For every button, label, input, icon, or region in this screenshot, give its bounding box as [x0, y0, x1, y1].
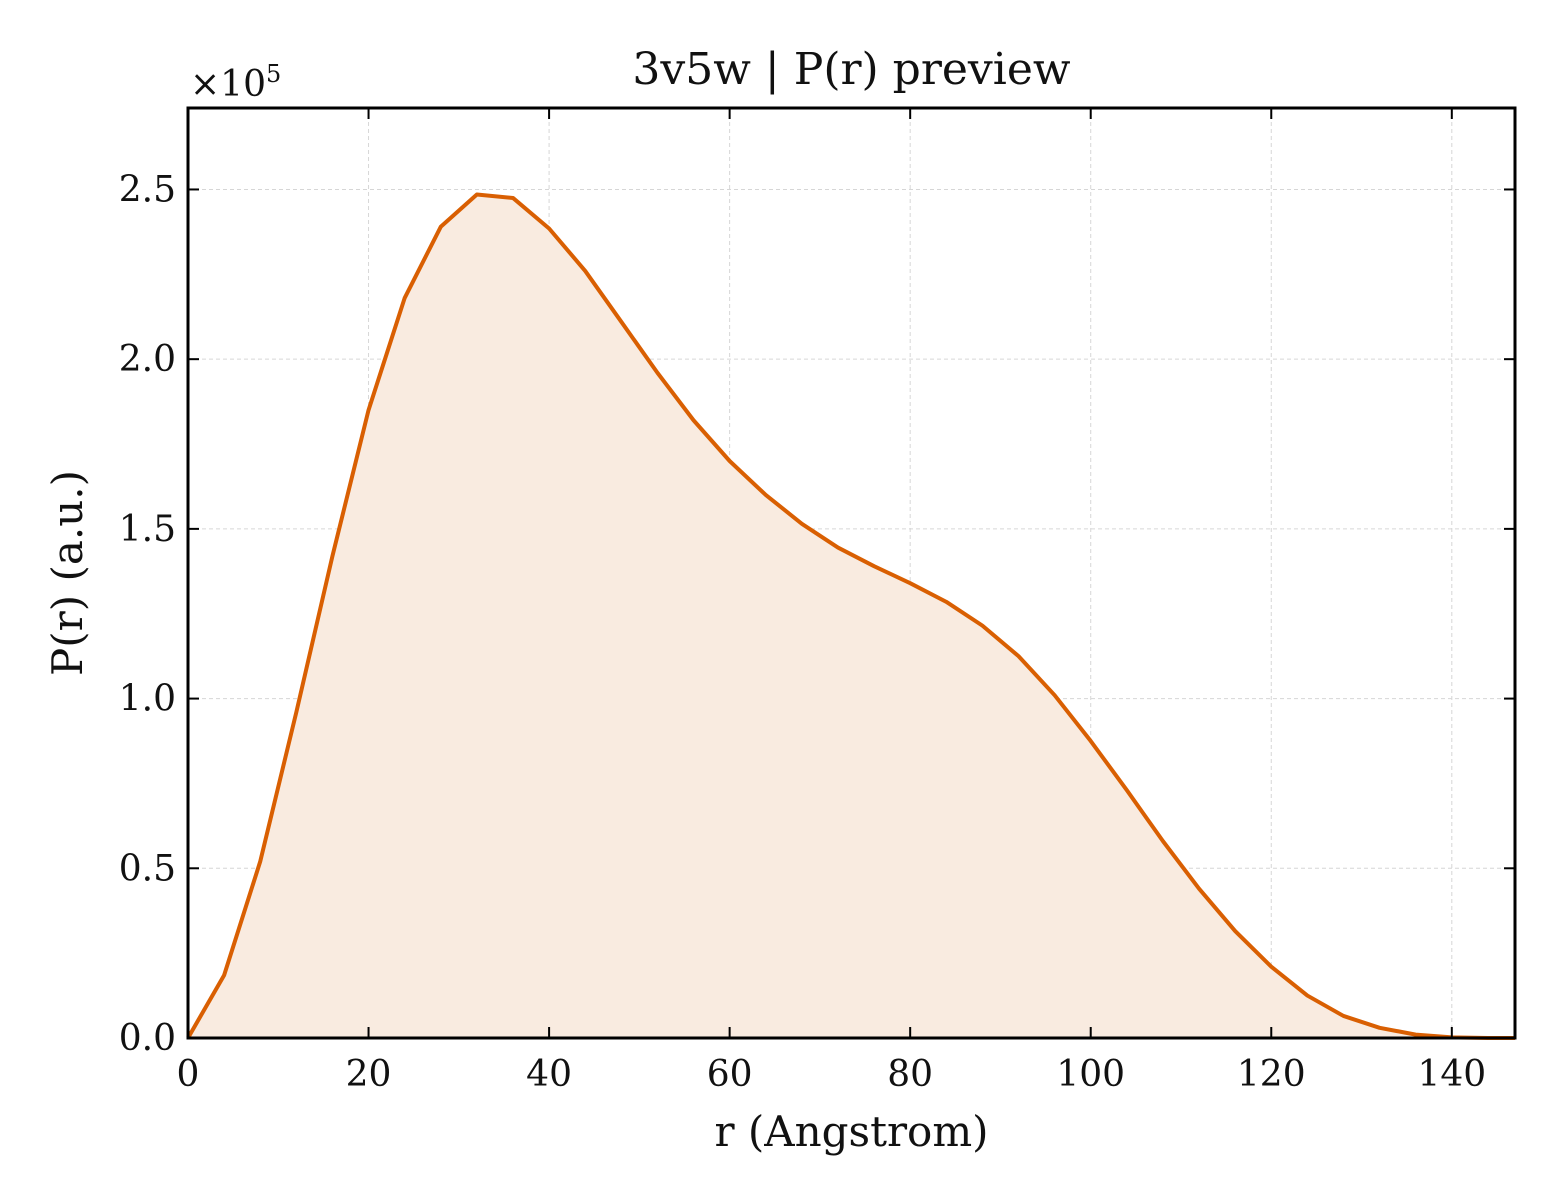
y-tick-label: 0.0 — [119, 1018, 176, 1059]
x-axis-label: r (Angstrom) — [714, 1107, 988, 1156]
y-tick-label: 2.0 — [119, 339, 176, 380]
x-tick-label: 60 — [707, 1054, 753, 1095]
chart-title: 3v5w | P(r) preview — [632, 44, 1070, 95]
series-line — [186, 192, 1515, 1040]
y-tick-label: 1.5 — [119, 509, 176, 550]
x-tick-label: 80 — [887, 1054, 933, 1095]
y-multiplier-base: ×10 — [190, 64, 266, 105]
x-tick-label: 0 — [177, 1054, 200, 1095]
y-tick-label: 1.0 — [119, 679, 176, 720]
x-tick-label: 120 — [1237, 1054, 1306, 1095]
y-multiplier-exponent: 5 — [266, 60, 281, 88]
x-tick-label: 40 — [526, 1054, 572, 1095]
y-tick-label: 2.5 — [119, 169, 176, 210]
y-tick-label: 0.5 — [119, 848, 176, 889]
tick-layer: 0 20 40 60 80 100 120 140 0.0 0.5 1.0 1.5 2.0 2.5 — [119, 108, 1515, 1095]
x-tick-label: 20 — [346, 1054, 392, 1095]
x-tick-label: 100 — [1056, 1054, 1125, 1095]
y-axis-multiplier: ×105 — [190, 60, 281, 105]
area-fill — [188, 194, 1515, 1039]
x-tick-label: 140 — [1417, 1054, 1486, 1095]
plot-frame — [186, 106, 1517, 1040]
y-axis-label: P(r) (a.u.) — [43, 470, 92, 676]
